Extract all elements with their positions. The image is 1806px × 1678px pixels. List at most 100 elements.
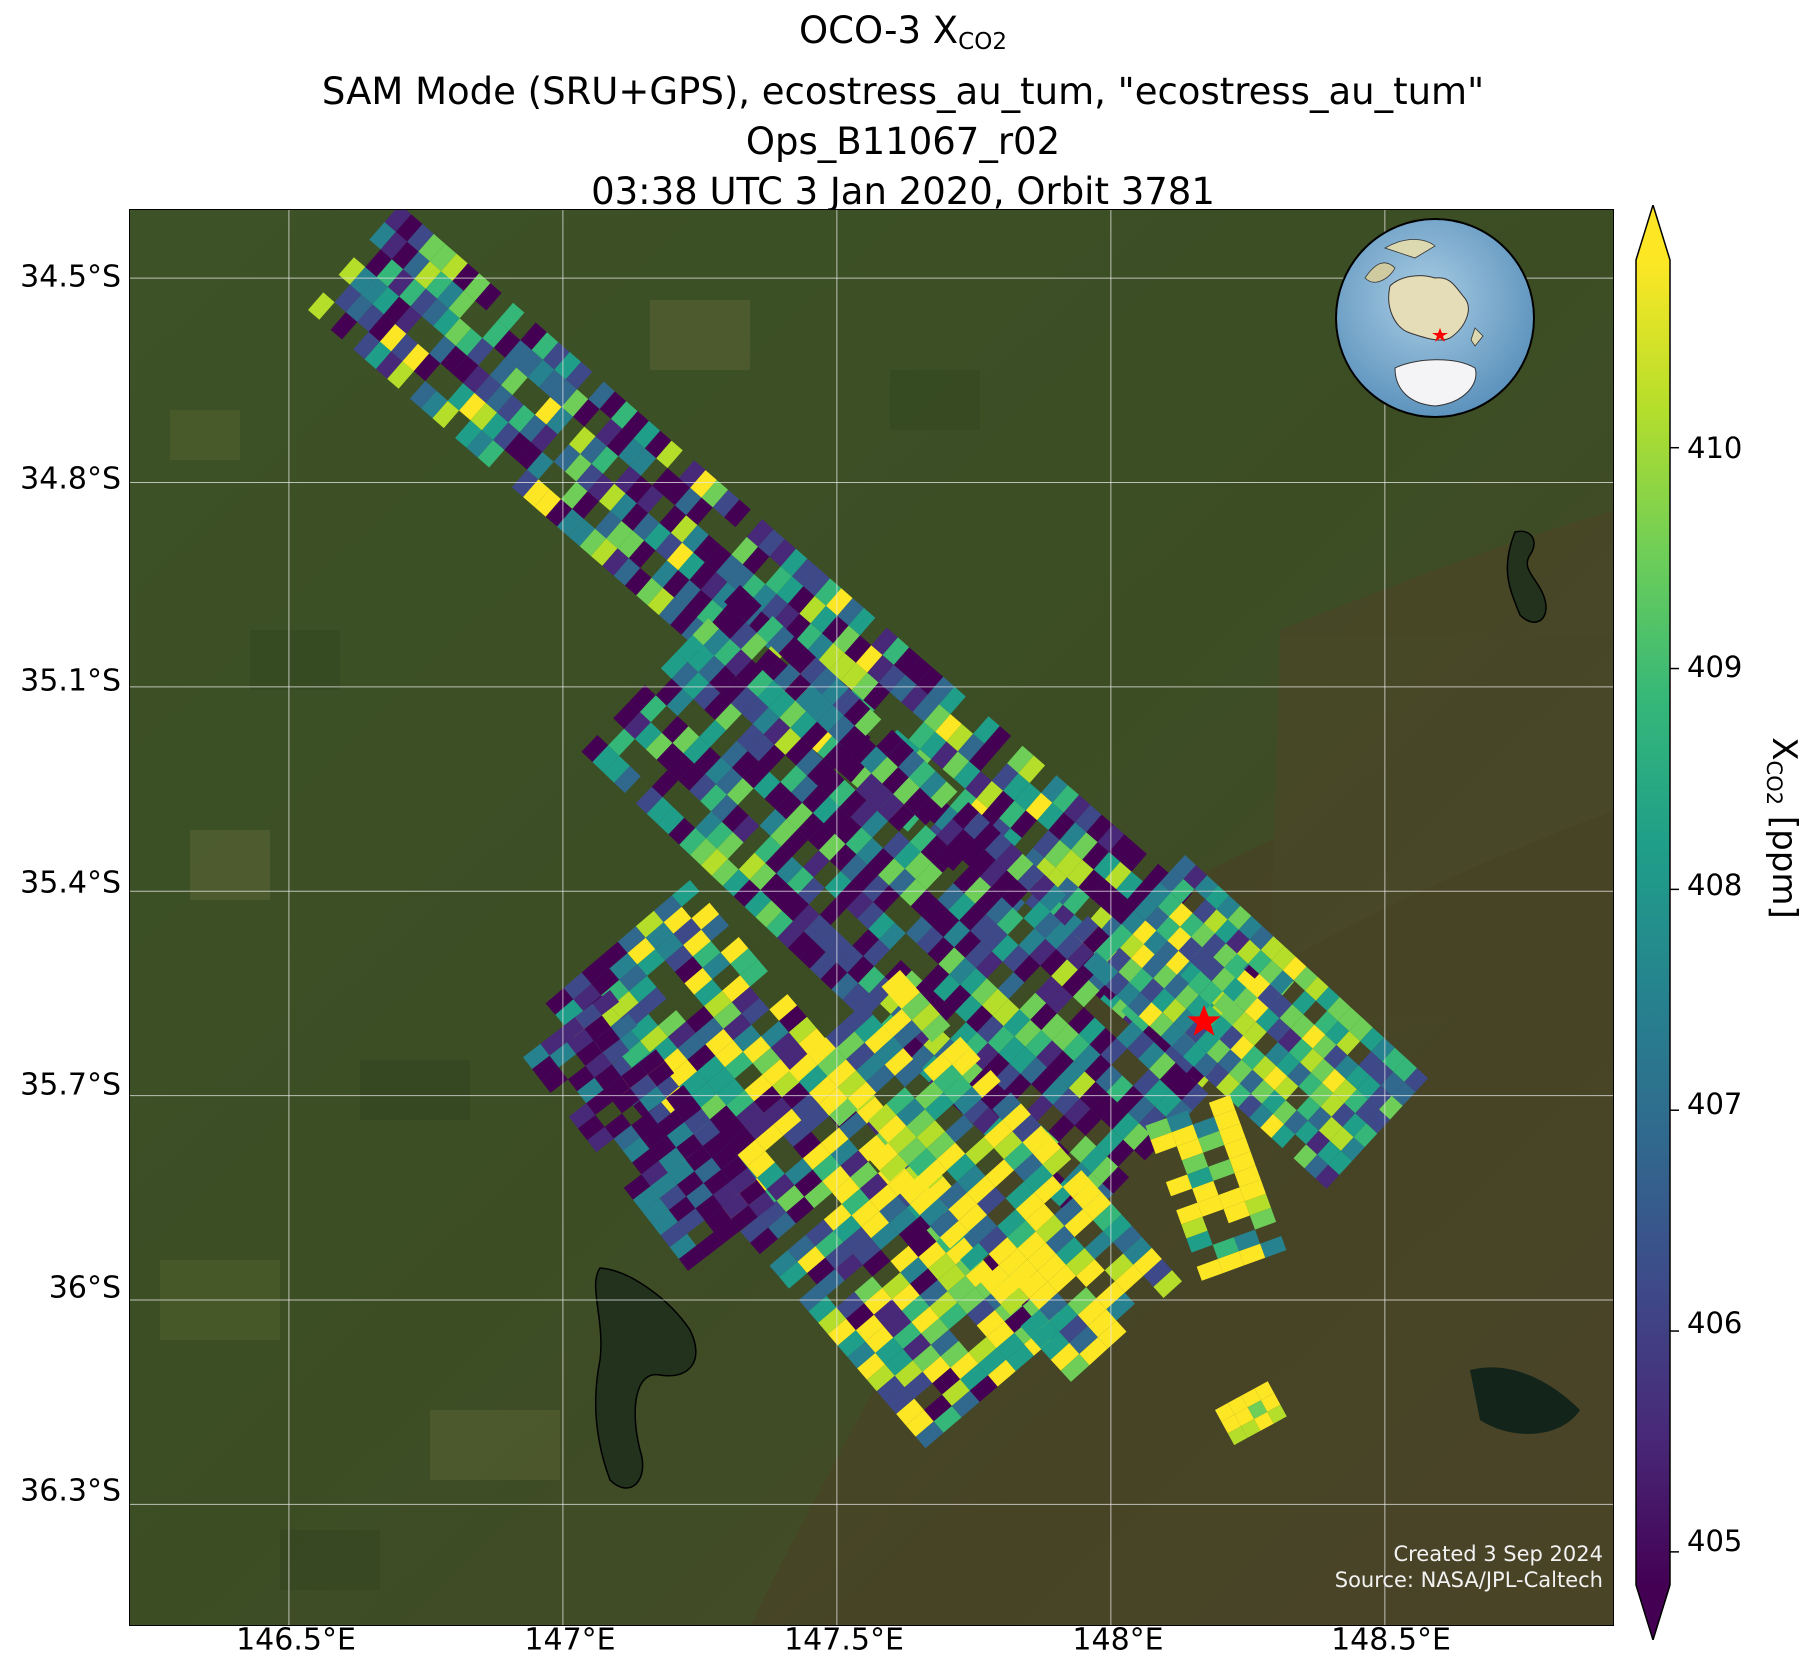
xco2-sounding-cell (1019, 992, 1047, 1020)
xco2-sounding-cell (1227, 1426, 1248, 1446)
lat-label-36: 36°S (48, 1270, 121, 1306)
xco2-sounding-cell (1050, 1342, 1080, 1371)
xco2-sounding-cell (1263, 1066, 1288, 1091)
xco2-sounding-cell (1202, 933, 1226, 958)
map-canvas (130, 210, 1613, 1625)
xco2-sounding-cell (1142, 954, 1166, 979)
xco2-sounding-cell (854, 1276, 883, 1304)
xco2-sounding-cell (854, 1014, 884, 1043)
xco2-sounding-cell (780, 765, 807, 793)
map-panel[interactable]: Created 3 Sep 2024 Source: NASA/JPL-Calt… (129, 209, 1614, 1626)
xco2-sounding-cell (675, 1096, 702, 1123)
xco2-sounding-cell (898, 1137, 927, 1166)
xco2-sounding-cell (1227, 905, 1252, 930)
xco2-sounding-cell (633, 1186, 660, 1212)
xco2-sounding-cell (1172, 855, 1196, 879)
xco2-sounding-cell (658, 597, 686, 625)
xco2-sounding-cell (957, 733, 985, 762)
xco2-sounding-cell (591, 446, 619, 474)
xco2-sounding-cell (568, 1103, 596, 1129)
xco2-sounding-cell (1225, 929, 1250, 954)
xco2-sounding-cell (1162, 998, 1187, 1023)
xco2-sounding-cell (685, 589, 713, 618)
xco2-sounding-cell (594, 1064, 621, 1090)
colorbar-tick-408: 408 (1687, 868, 1743, 902)
xco2-sounding-cell (1031, 1067, 1058, 1095)
xco2-sounding-cell (1045, 1225, 1075, 1254)
xco2-sounding-cell (623, 1174, 651, 1200)
xco2-sounding-cell (952, 1047, 981, 1076)
xco2-sounding-cell (832, 688, 860, 716)
xco2-sounding-cell (972, 1107, 1000, 1135)
xco2-sounding-cell (977, 1187, 1006, 1215)
xco2-sounding-cell (1091, 1156, 1119, 1184)
xco2-sounding-cell (1057, 1061, 1085, 1089)
xco2-sounding-cell (798, 941, 826, 969)
xco2-sounding-cell (946, 723, 974, 752)
xco2-sounding-cell (645, 922, 674, 950)
xco2-sounding-cell (1143, 930, 1168, 955)
xco2-sounding-cell (1247, 1400, 1268, 1419)
xco2-sounding-cell (1034, 911, 1062, 939)
xco2-sounding-cell (800, 657, 827, 685)
xco2-sounding-cell (966, 1176, 996, 1204)
xco2-sounding-cell (519, 414, 547, 443)
xco2-sounding-cell (470, 402, 498, 431)
xco2-sounding-cell (1003, 1009, 1031, 1037)
xco2-sounding-cell (567, 1066, 595, 1092)
xco2-sounding-cell (936, 818, 964, 846)
xco2-sounding-cell (493, 422, 520, 450)
xco2-sounding-cell (1331, 1103, 1356, 1127)
xco2-sounding-cell (853, 1238, 881, 1266)
xco2-sounding-cell (861, 810, 889, 838)
xco2-sounding-cell (845, 827, 873, 855)
xco2-sounding-cell (864, 1287, 892, 1315)
xco2-sounding-cell (1133, 1247, 1162, 1276)
xco2-sounding-cell (1176, 1202, 1203, 1225)
xco2-sounding-cell (448, 290, 476, 319)
xco2-sounding-cell (991, 763, 1019, 791)
xco2-sounding-cell (862, 875, 889, 903)
xco2-sounding-cell (1323, 1045, 1348, 1069)
xco2-sounding-cell (595, 418, 623, 447)
xco2-sounding-cell (641, 1160, 668, 1187)
xco2-sounding-cell (879, 1196, 908, 1223)
xco2-sounding-cell (668, 1196, 696, 1222)
xco2-sounding-cell (387, 361, 414, 389)
xco2-sounding-cell (953, 1086, 983, 1115)
xco2-sounding-cell (879, 1154, 909, 1182)
xco2-sounding-cell (391, 333, 418, 362)
xco2-sounding-cell (987, 790, 1015, 819)
xco2-sounding-cell (1181, 1216, 1208, 1239)
xco2-sounding-cell (844, 1003, 873, 1032)
xco2-sounding-cell (908, 760, 936, 788)
xco2-sounding-cell (827, 1059, 857, 1088)
xco2-sounding-cell (683, 736, 711, 764)
xco2-sounding-cell (758, 744, 786, 772)
xco2-sounding-cell (1271, 1124, 1296, 1149)
xco2-sounding-cell (1279, 1004, 1304, 1029)
xco2-sounding-cell (1260, 1114, 1284, 1138)
xco2-sounding-cell (1020, 1309, 1050, 1338)
xco2-sounding-cell (1143, 1259, 1172, 1287)
xco2-sounding-cell (831, 972, 859, 1000)
xco2-sounding-cell (713, 1002, 742, 1029)
xco2-sounding-cell (823, 1204, 852, 1231)
xco2-sounding-cell (674, 487, 702, 516)
xco2-sounding-cell (1060, 1354, 1090, 1382)
xco2-sounding-cell (716, 767, 743, 795)
xco2-sounding-cell (1018, 928, 1046, 956)
xco2-sounding-cell (540, 1030, 567, 1056)
xco2-sounding-cell (545, 988, 574, 1015)
xco2-sounding-cell (894, 841, 921, 869)
xco2-sounding-cell (803, 568, 830, 596)
xco2-sounding-cell (948, 1192, 977, 1221)
xco2-sounding-cell (1024, 1164, 1053, 1193)
xco2-sounding-cell (730, 622, 757, 650)
xco2-sounding-cell (593, 1027, 621, 1053)
xco2-sounding-cell (877, 1115, 907, 1143)
xco2-sounding-cell (1217, 1251, 1245, 1274)
xco2-sounding-cell (871, 756, 899, 784)
xco2-sounding-cell (1178, 937, 1203, 961)
xco2-sounding-cell (447, 383, 475, 411)
